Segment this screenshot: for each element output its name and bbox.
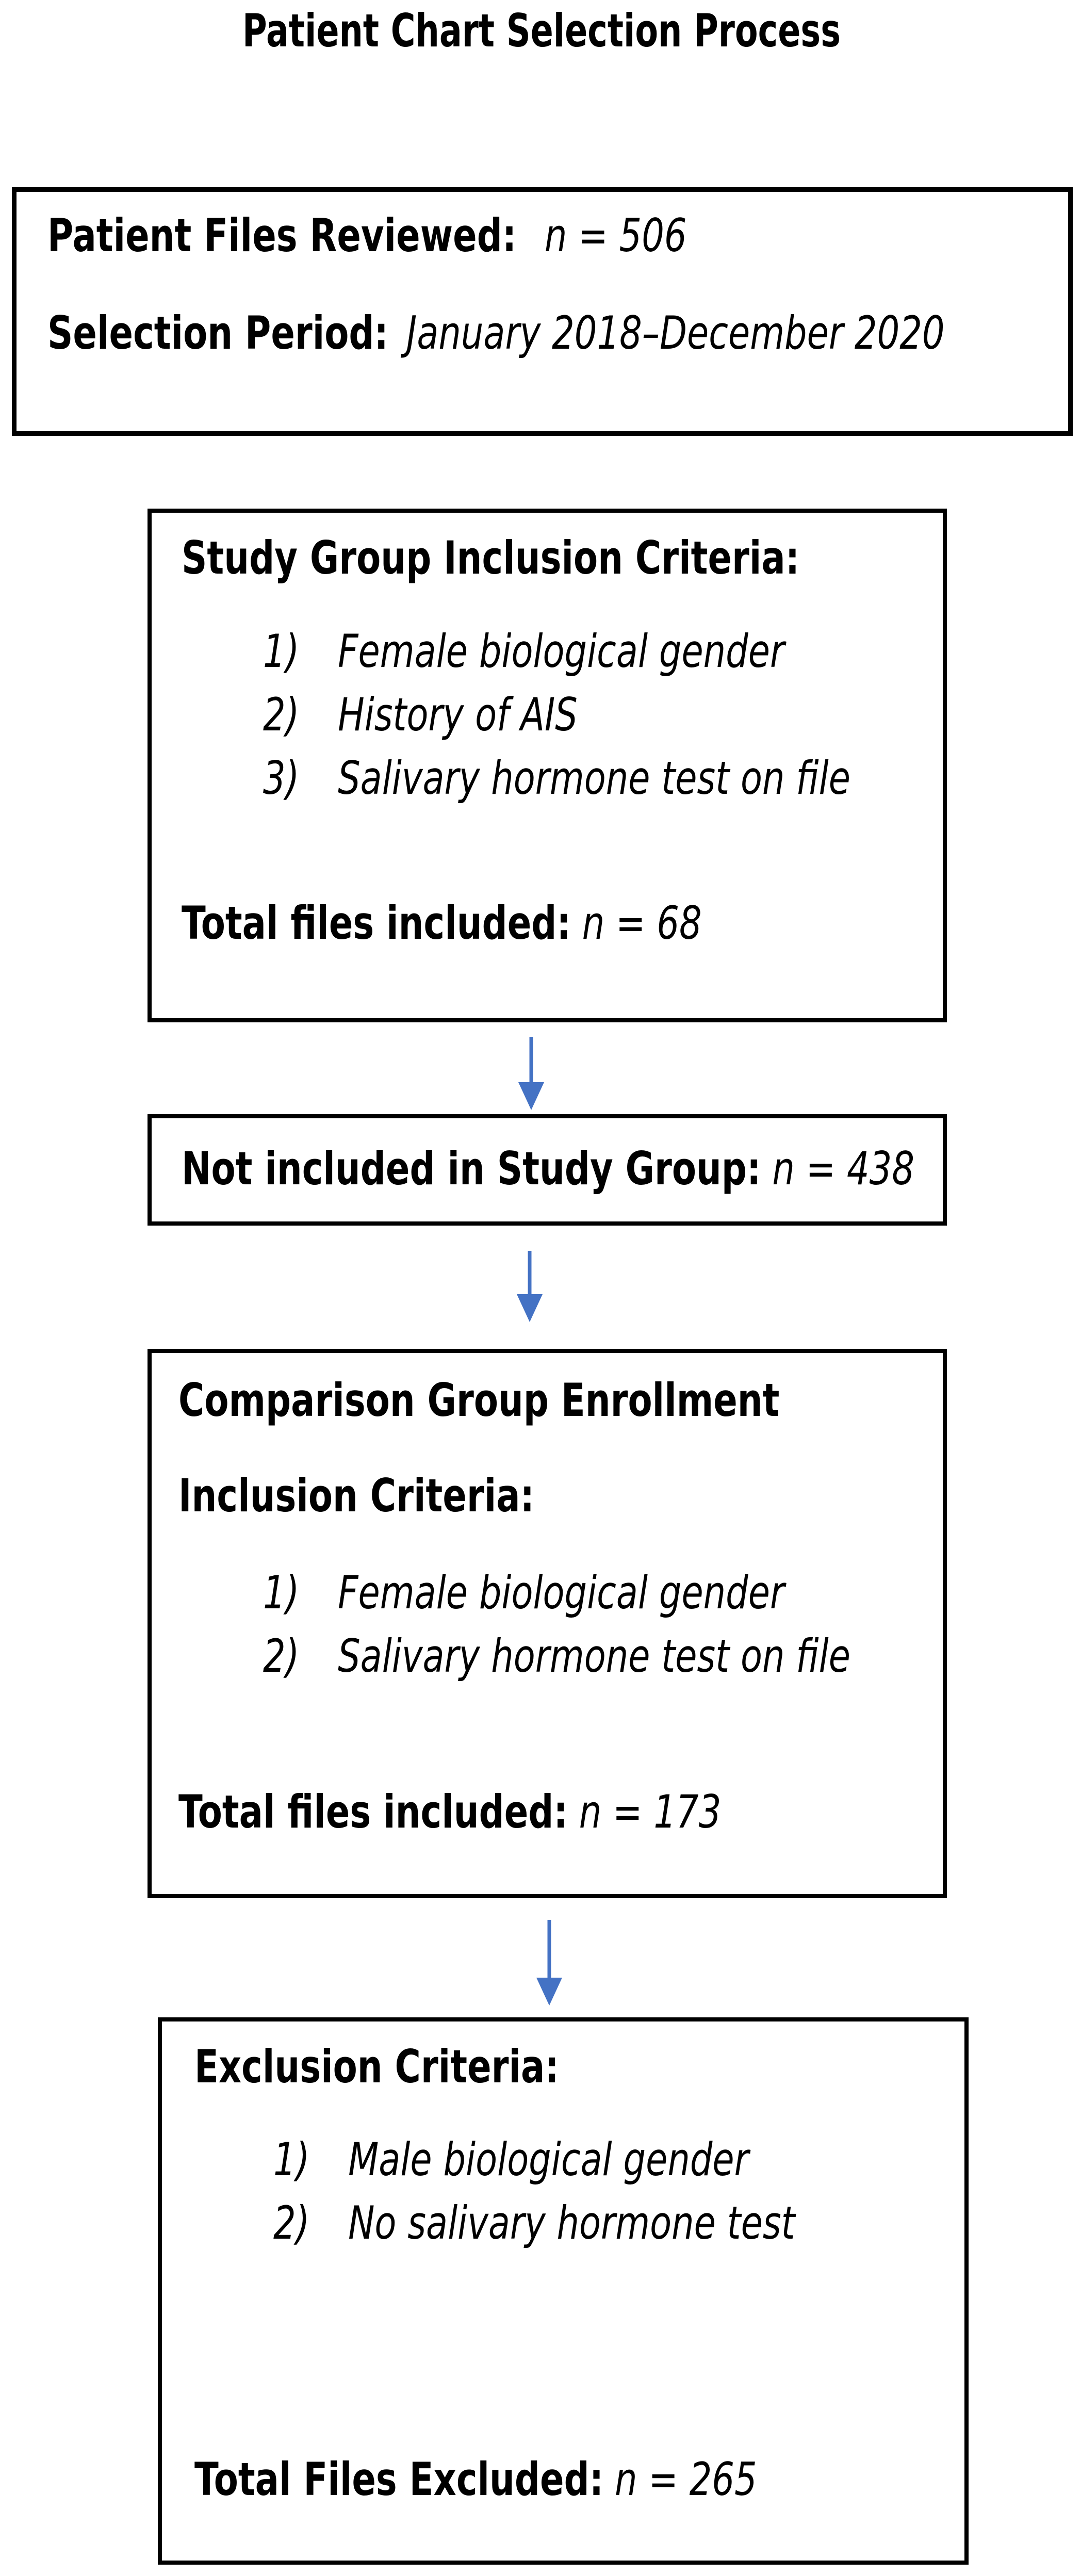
patient-files-box: Patient Files Reviewed: n = 506 Selection…: [12, 187, 1073, 436]
study-group-heading-text: Study Group Inclusion Criteria:: [182, 531, 800, 584]
excluded-total-line: Total Files Excluded: n = 265: [194, 2457, 915, 2502]
patient-files-reviewed-label: Patient Files Reviewed:: [47, 209, 517, 262]
comparison-group-heading-text: Comparison Group Enrollment: [178, 1374, 780, 1427]
item-text: Salivary hormone test on file: [338, 752, 850, 805]
study-group-box: Study Group Inclusion Criteria: 1) Female…: [148, 509, 947, 1022]
item-text: Female biological gender: [338, 1566, 785, 1619]
total-label: Total files included:: [182, 896, 571, 950]
arrow-down-icon: [535, 1919, 564, 2009]
item-text: Male biological gender: [348, 2133, 749, 2186]
item-text: Female biological gender: [338, 625, 785, 678]
list-item: 1) Male biological gender: [273, 2137, 883, 2182]
selection-period-label: Selection Period:: [47, 306, 389, 360]
list-item: 2) Salivary hormone test on file: [263, 1634, 1016, 1679]
comparison-group-box: Comparison Group Enrollment Inclusion Cr…: [148, 1349, 947, 1898]
selection-period-line: Selection Period: January 2018–December 2…: [47, 311, 1081, 356]
item-number: 3): [263, 752, 300, 805]
item-number: 2): [273, 2196, 310, 2249]
page-title: Patient Chart Selection Process: [242, 8, 1051, 54]
comparison-group-heading: Comparison Group Enrollment: [178, 1378, 949, 1423]
not-included-value: n = 438: [772, 1142, 914, 1195]
list-item: 3) Salivary hormone test on file: [263, 756, 1016, 801]
item-number: 2): [263, 1629, 300, 1683]
item-number: 1): [273, 2133, 310, 2186]
page-title-text: Patient Chart Selection Process: [242, 4, 841, 57]
item-text: Salivary hormone test on file: [338, 1629, 850, 1683]
not-included-line: Not included in Study Group: n = 438: [182, 1146, 1081, 1192]
comparison-total-line: Total files included: n = 173: [178, 1789, 874, 1835]
list-item: 1) Female biological gender: [263, 1570, 931, 1616]
list-item: 2) No salivary hormone test: [273, 2200, 942, 2246]
patient-files-reviewed-value: n = 506: [544, 209, 687, 262]
total-label: Total Files Excluded:: [194, 2453, 604, 2506]
list-item: 1) Female biological gender: [263, 629, 931, 674]
exclusion-heading: Exclusion Criteria:: [194, 2044, 662, 2090]
item-number: 1): [263, 1566, 300, 1619]
item-text: No salivary hormone test: [348, 2196, 795, 2249]
inclusion-criteria-heading-text: Inclusion Criteria:: [178, 1469, 535, 1522]
total-value: n = 265: [615, 2453, 757, 2506]
list-item: 2) History of AIS: [263, 692, 666, 738]
item-number: 1): [263, 625, 300, 678]
total-value: n = 68: [582, 896, 702, 950]
selection-period-value: January 2018–December 2020: [406, 306, 945, 360]
exclusion-heading-text: Exclusion Criteria:: [194, 2040, 559, 2093]
patient-files-reviewed-line: Patient Files Reviewed: n = 506: [47, 213, 867, 258]
total-value: n = 173: [579, 1785, 722, 1838]
item-number: 2): [263, 688, 300, 741]
total-label: Total files included:: [178, 1785, 568, 1838]
inclusion-criteria-heading: Inclusion Criteria:: [178, 1473, 635, 1519]
exclusion-box: Exclusion Criteria: 1) Male biological ge…: [158, 2017, 969, 2565]
study-group-heading: Study Group Inclusion Criteria:: [182, 535, 974, 581]
item-text: History of AIS: [338, 688, 578, 741]
not-included-box: Not included in Study Group: n = 438: [148, 1114, 947, 1226]
not-included-label: Not included in Study Group:: [182, 1142, 761, 1195]
study-group-total-line: Total files included: n = 68: [182, 901, 848, 946]
arrow-down-icon: [515, 1250, 544, 1325]
arrow-down-icon: [517, 1036, 546, 1113]
